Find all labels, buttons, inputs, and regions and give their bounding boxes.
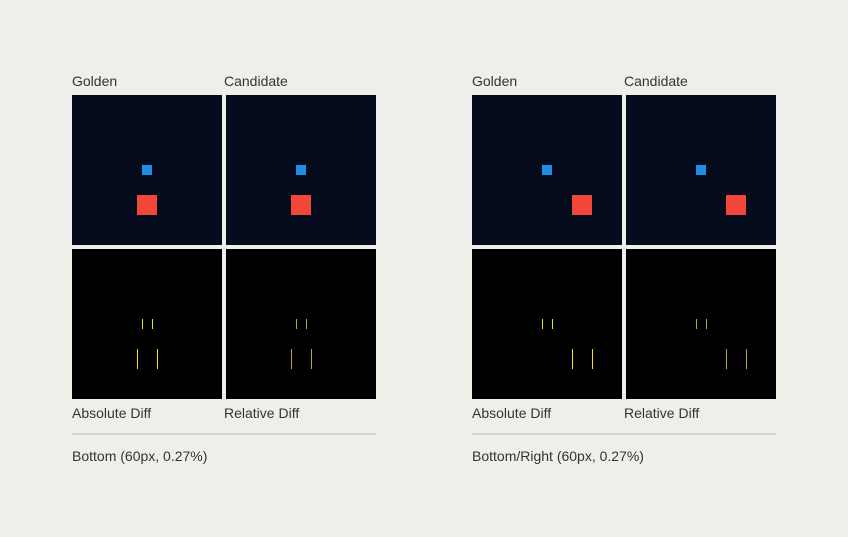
diff-line [311, 349, 312, 369]
candidate-image [626, 95, 776, 245]
blue-square [142, 165, 152, 175]
absolute-diff-label: Absolute Diff [72, 405, 152, 421]
candidate-label: Candidate [224, 73, 288, 89]
diff-line [552, 319, 553, 329]
divider [472, 433, 776, 435]
golden-label: Golden [472, 73, 518, 89]
diff-line [746, 349, 747, 369]
diff-line [152, 319, 153, 329]
red-square [137, 195, 157, 215]
blue-square [696, 165, 706, 175]
red-square [726, 195, 746, 215]
bottom-labels: Absolute Diff Relative Diff [72, 404, 376, 422]
diff-line [542, 319, 543, 329]
top-labels: Golden Candidate [72, 72, 376, 95]
relative-diff-image [626, 249, 776, 399]
diff-line [306, 319, 307, 329]
blue-square [296, 165, 306, 175]
candidate-label: Candidate [624, 73, 688, 89]
comparison-caption: Bottom (60px, 0.27%) [72, 448, 208, 464]
diff-line [592, 349, 593, 369]
red-square [291, 195, 311, 215]
absolute-diff-label: Absolute Diff [472, 405, 552, 421]
golden-label: Golden [72, 73, 118, 89]
diff-line [157, 349, 158, 369]
golden-image [72, 95, 222, 245]
absolute-diff-image [472, 249, 622, 399]
diff-line [726, 349, 727, 369]
diff-line [706, 319, 707, 329]
top-labels: Golden Candidate [472, 72, 776, 95]
diff-line [696, 319, 697, 329]
comparison-group-bottom: Golden Candidate Absolute Diff Relative … [72, 72, 376, 464]
diff-line [296, 319, 297, 329]
golden-image [472, 95, 622, 245]
comparison-group-bottom-right: Golden Candidate Absolute Diff Relative … [472, 72, 776, 464]
divider [72, 433, 376, 435]
relative-diff-label: Relative Diff [224, 405, 300, 421]
diff-line [137, 349, 138, 369]
candidate-image [226, 95, 376, 245]
comparison-caption: Bottom/Right (60px, 0.27%) [472, 448, 644, 464]
relative-diff-label: Relative Diff [624, 405, 700, 421]
diff-line [142, 319, 143, 329]
relative-diff-image [226, 249, 376, 399]
bottom-labels: Absolute Diff Relative Diff [472, 404, 776, 422]
absolute-diff-image [72, 249, 222, 399]
diff-line [291, 349, 292, 369]
diff-line [572, 349, 573, 369]
blue-square [542, 165, 552, 175]
red-square [572, 195, 592, 215]
